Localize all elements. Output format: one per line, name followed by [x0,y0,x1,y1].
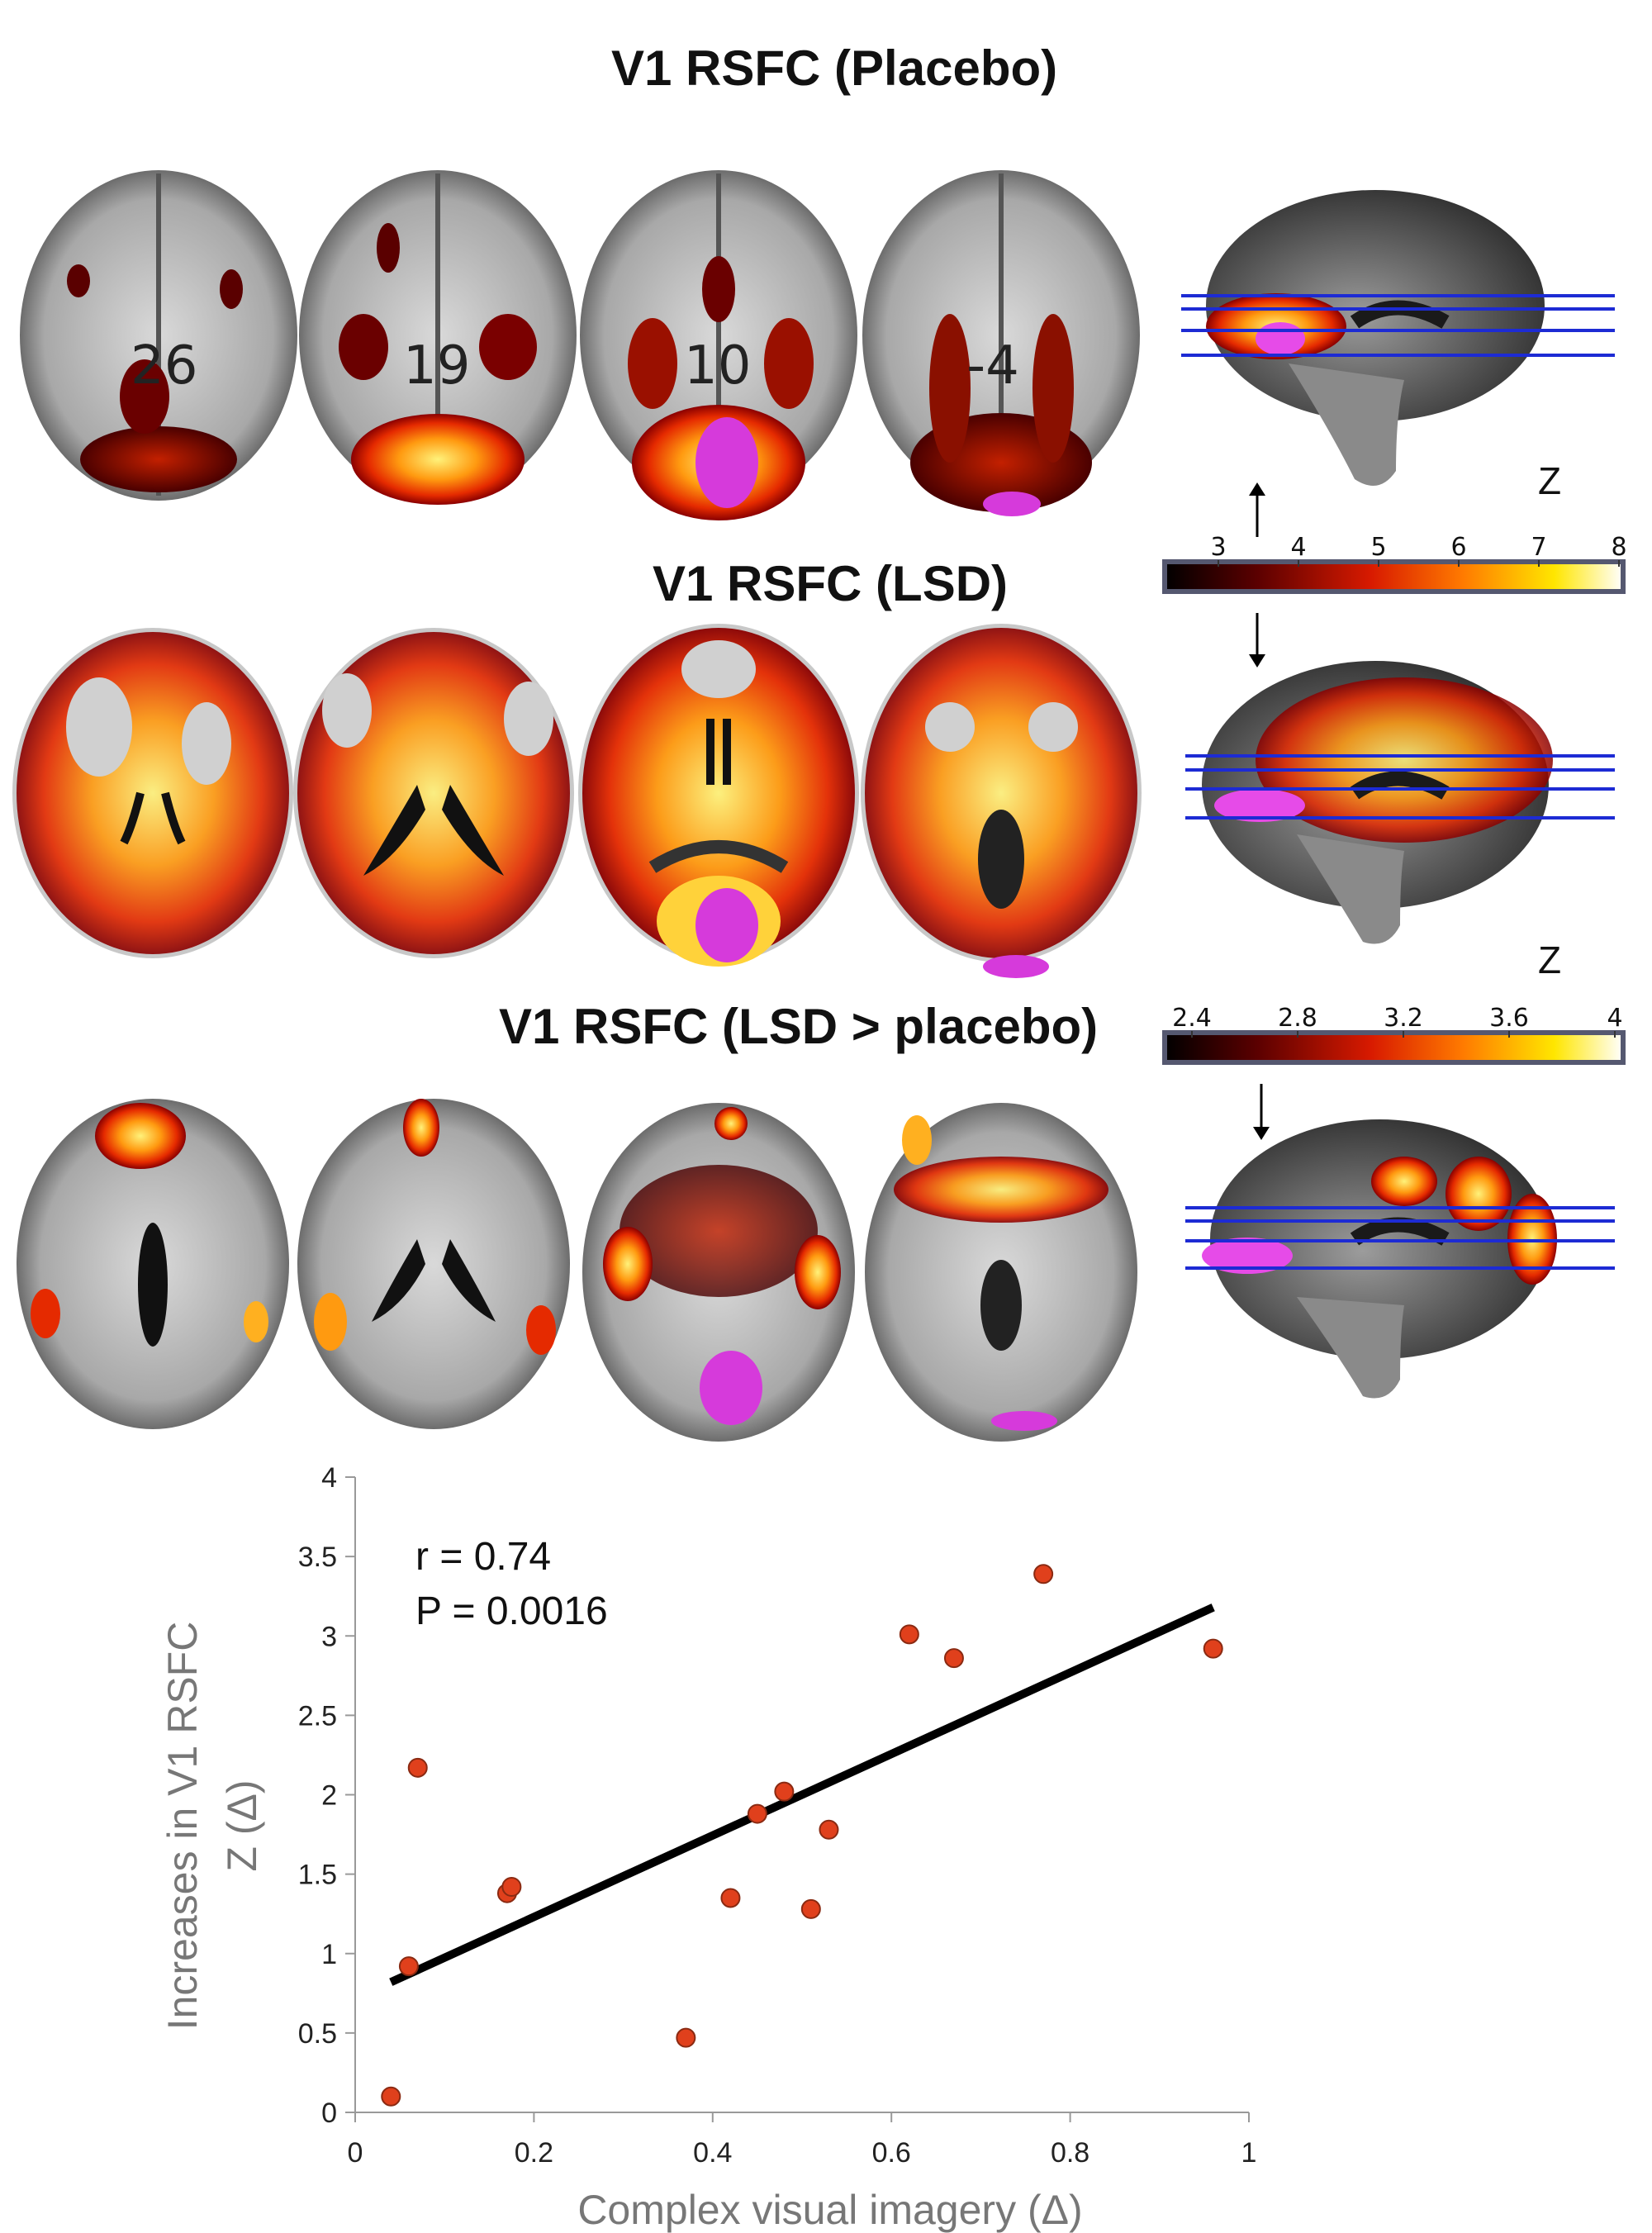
y-axis-subtitle: Z (Δ) [219,1779,265,1871]
x-tick-label: 0.2 [515,2137,553,2169]
data-point [676,2027,696,2048]
data-point [501,1877,522,1898]
colorbar-z-label: Z [1538,938,1561,981]
lsd-axial-slices [12,624,1142,978]
stat-r: r = 0.74 [415,1535,551,1579]
x-tick-label: 0 [348,2137,363,2169]
contrast-slice-26 [17,1099,289,1429]
slice-number-minus4: -4 [966,335,1019,397]
colorbar-tick-3.6: 3.6 [1489,1004,1529,1033]
colorbar-z-contrast: Z 2.4 2.8 3.2 3.6 4 [1162,938,1626,1140]
colorbar-tick-6: 6 [1450,533,1466,562]
x-axis-title: Complex visual imagery (Δ) [577,2187,1082,2233]
y-tick-label: 0 [321,2098,337,2129]
colorbar-tick-2.8: 2.8 [1278,1004,1317,1033]
y-tick-label: 2 [321,1780,337,1812]
lsd-slice-minus4 [861,624,1142,978]
colorbar-tick-7: 7 [1531,533,1546,562]
colorbar-tick-4: 4 [1290,533,1306,562]
colorbar-z-lsd: Z 3 4 5 6 7 8 [1162,459,1627,668]
placebo-slice-26: 26 [20,170,297,501]
colorbar-tick-2.4: 2.4 [1172,1004,1212,1033]
arrow-down-icon [1253,1127,1270,1140]
data-point [1203,1638,1223,1659]
y-tick-labels: 0 0.5 1 1.5 2 2.5 3 3.5 4 [298,1462,355,2129]
contrast-sagittal-view [1185,1119,1615,1399]
y-tick-label: 0.5 [298,2018,337,2050]
x-tick-label: 0.8 [1051,2137,1089,2169]
colorbar-tick-5: 5 [1370,533,1386,562]
y-tick-label: 3.5 [298,1542,337,1573]
scatter-plot: 0 0.5 1 1.5 2 2.5 3 3.5 4 0 0.2 0.4 0.6 0.8 1 r = 0.7… [159,1462,1256,2233]
lsd-title: V1 RSFC (LSD) [653,556,1009,611]
data-point [398,1956,419,1977]
placebo-slice-10: 10 [580,170,857,520]
data-points [381,1564,1223,2107]
data-point [899,1624,919,1645]
data-point [720,1888,741,1908]
colorbar-ticks: 3 4 5 6 7 8 [1210,533,1627,567]
lsd-slice-10 [578,624,859,967]
x-tick-labels: 0 0.2 0.4 0.6 0.8 1 [348,2112,1257,2169]
regression-line [389,1603,1215,1986]
colorbar-tick-8: 8 [1611,533,1626,562]
y-axis-title-line1: Increases in V1 RSFC [159,1622,206,2031]
colorbar-ticks: 2.4 2.8 3.2 3.6 4 [1172,1004,1623,1038]
slice-lines [1185,754,1615,820]
stat-p: P = 0.0016 [415,1589,608,1633]
y-axis-title: Increases in V1 RSFC [159,1622,206,2031]
placebo-slice-minus4: -4 [862,170,1140,516]
contrast-slice-minus4 [865,1103,1137,1442]
lsd-slice-19 [293,628,574,958]
contrast-slice-19 [297,1099,570,1429]
data-point [1033,1564,1054,1584]
slice-number-19: 19 [403,335,470,397]
lsd-sagittal-view [1185,661,1615,944]
y-tick-label: 1 [321,1939,337,1970]
arrow-down-icon [1249,654,1265,668]
data-point [800,1898,821,1919]
placebo-slice-19: 19 [299,170,577,505]
slice-number-26: 26 [131,335,197,397]
slice-lines [1181,294,1615,357]
placebo-axial-slices: 26 19 10 -4 [20,170,1140,520]
data-point [819,1819,839,1840]
y-tick-label: 1.5 [298,1860,337,1891]
contrast-axial-slices [17,1099,1137,1442]
data-point [407,1757,428,1778]
colorbar-tick-3.2: 3.2 [1384,1004,1423,1033]
lsd-slice-26 [12,628,293,958]
x-tick-label: 1 [1241,2137,1257,2169]
placebo-sagittal-view [1181,190,1615,486]
x-tick-label: 0.4 [693,2137,732,2169]
data-point [747,1803,767,1824]
contrast-title: V1 RSFC (LSD > placebo) [499,999,1099,1054]
slice-lines [1185,1206,1615,1270]
data-point [381,2086,401,2107]
y-tick-label: 2.5 [298,1700,337,1732]
data-point [774,1781,795,1802]
data-point [943,1648,964,1669]
y-tick-label: 4 [321,1462,337,1494]
colorbar-tick-3: 3 [1210,533,1226,562]
slice-number-10: 10 [684,335,751,397]
colorbar-z-label: Z [1538,459,1561,502]
placebo-title: V1 RSFC (Placebo) [611,40,1058,96]
y-axis-title-line2: Z (Δ) [219,1779,265,1871]
contrast-slice-10 [582,1103,855,1442]
arrow-up-icon [1249,482,1265,496]
x-tick-label: 0.6 [872,2137,911,2169]
colorbar-tick-4: 4 [1607,1004,1622,1033]
y-tick-label: 3 [321,1621,337,1652]
